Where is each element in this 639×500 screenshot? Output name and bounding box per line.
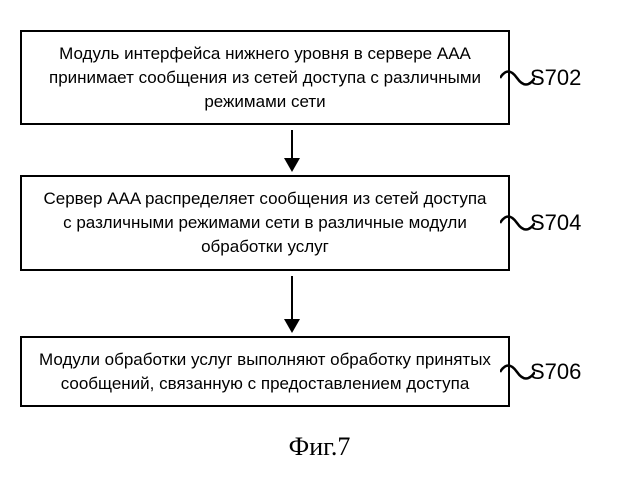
connector-wave-icon [500, 357, 535, 387]
step-row-3: Модули обработки услуг выполняют обработ… [20, 336, 619, 408]
step-label-3: S706 [530, 359, 581, 385]
step-label-2: S704 [530, 210, 581, 236]
step-box-3: Модули обработки услуг выполняют обработ… [20, 336, 510, 408]
flowchart-container: Модуль интерфейса нижнего уровня в серве… [20, 30, 619, 407]
step-label-text-3: S706 [530, 359, 581, 384]
step-label-text-2: S704 [530, 210, 581, 235]
arrow-1 [291, 130, 293, 170]
connector-wave-icon [500, 208, 535, 238]
figure-caption: Фиг.7 [20, 432, 619, 462]
connector-wave-icon [500, 63, 535, 93]
step-label-1: S702 [530, 65, 581, 91]
step-row-2: Сервер AAA распределяет сообщения из сет… [20, 175, 619, 270]
step-label-text-1: S702 [530, 65, 581, 90]
arrow-2 [291, 276, 293, 331]
step-box-1: Модуль интерфейса нижнего уровня в серве… [20, 30, 510, 125]
step-box-2: Сервер AAA распределяет сообщения из сет… [20, 175, 510, 270]
step-row-1: Модуль интерфейса нижнего уровня в серве… [20, 30, 619, 125]
